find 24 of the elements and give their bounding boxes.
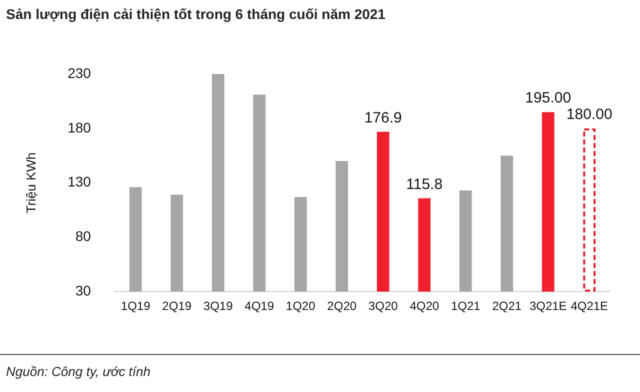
x-tick-label: 1Q19 [120, 299, 151, 314]
x-tick-label: 3Q19 [203, 299, 234, 314]
x-tick-label: 4Q19 [244, 299, 274, 314]
data-label: 195.00 [525, 90, 572, 107]
x-tick-label: 1Q20 [286, 299, 316, 314]
y-tick-label: 230 [68, 64, 92, 81]
data-label: 176.9 [364, 109, 402, 126]
text: Nguồn: Công ty, ước tính [6, 364, 150, 379]
x-tick-label: 4Q20 [410, 299, 440, 314]
x-tick-label: 4Q21E [570, 299, 608, 314]
y-tick-label: 130 [68, 174, 92, 190]
x-tick-label: 2Q21 [492, 299, 522, 314]
x-tick-label: 3Q21E [529, 299, 567, 314]
data-label: 115.8 [406, 176, 443, 193]
y-axis-title: Triệu KWh [23, 152, 38, 214]
y-tick-label: 80 [75, 228, 92, 244]
y-tick-label: 30 [75, 282, 92, 298]
data-label: 180.00 [566, 106, 612, 124]
x-tick-label: 2Q19 [162, 299, 192, 314]
x-tick-label: 3Q20 [368, 299, 398, 314]
x-tick-label: 1Q21 [450, 299, 481, 314]
x-tick-label: 2Q20 [327, 299, 357, 314]
chart-title: Sản lượng điện cải thiện tốt trong 6 tháng cuối năm 2021 [6, 6, 386, 22]
y-tick-label: 180 [68, 119, 92, 136]
